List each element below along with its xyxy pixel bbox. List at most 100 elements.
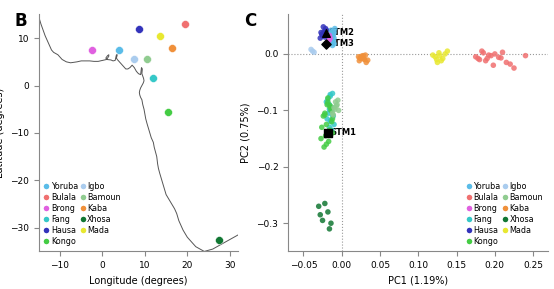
Point (326, 92, 335, 97)
Point (320, 29, 329, 34)
Point (355, 58, 364, 63)
Point (327, 119, 336, 124)
Point (358, 53, 367, 58)
Point (327, 34, 336, 38)
Point (324, 96, 332, 100)
Point (330, 107, 339, 112)
Point (328, 40, 337, 45)
Point (317, 32, 326, 36)
Point (322, 142, 331, 147)
Text: STM2: STM2 (329, 28, 355, 37)
Point (320, 145, 329, 149)
Y-axis label: PC2 (0.75%): PC2 (0.75%) (241, 103, 251, 163)
Point (326, 221, 335, 225)
Point (329, 114, 338, 118)
Point (326, 28, 335, 33)
Point (326, 119, 335, 124)
Point (357, 54, 366, 58)
Point (330, 30, 338, 35)
Point (438, 56, 447, 61)
Point (479, 51, 488, 55)
Y-axis label: Latitude (degrees): Latitude (degrees) (0, 88, 4, 178)
Point (331, 100, 340, 104)
Point (324, 101, 332, 106)
Point (322, 28, 331, 33)
Point (326, 118, 335, 123)
Point (88, 48, 96, 52)
Point (329, 33, 338, 38)
Point (321, 26, 330, 31)
Point (430, 54, 439, 59)
Point (327, 108, 336, 113)
Point (134, 26, 143, 31)
Point (325, 38, 334, 42)
Point (319, 114, 328, 118)
Point (329, 113, 338, 117)
Point (328, 38, 337, 43)
Point (496, 55, 505, 60)
Point (306, 47, 315, 52)
Point (328, 113, 337, 117)
Point (332, 103, 341, 108)
Point (363, 58, 372, 62)
Point (360, 57, 369, 62)
Point (327, 35, 336, 39)
Text: B: B (15, 12, 28, 30)
Point (490, 52, 499, 56)
Point (510, 66, 519, 70)
Point (361, 53, 370, 58)
Point (481, 58, 490, 63)
Point (437, 58, 445, 63)
Point (181, 22, 189, 26)
Point (328, 43, 337, 48)
Point (326, 41, 335, 46)
Point (310, 50, 319, 55)
Text: C: C (244, 12, 256, 30)
Point (322, 102, 331, 107)
Point (360, 57, 368, 61)
Point (320, 111, 329, 116)
Point (432, 57, 441, 62)
Point (325, 125, 334, 129)
Point (316, 136, 325, 141)
Point (475, 57, 484, 62)
Point (322, 30, 331, 35)
Point (326, 108, 335, 113)
Point (327, 30, 336, 35)
Point (356, 56, 365, 61)
Point (428, 53, 437, 58)
Point (324, 111, 333, 116)
Text: STM1: STM1 (330, 128, 356, 138)
Point (478, 49, 486, 53)
Point (354, 54, 363, 59)
Point (324, 210, 332, 214)
Point (494, 55, 503, 60)
Point (330, 122, 338, 127)
Point (332, 102, 341, 107)
Point (320, 201, 329, 206)
Point (142, 57, 151, 62)
Point (325, 102, 334, 107)
Point (316, 212, 325, 217)
Point (506, 62, 515, 66)
Point (434, 51, 443, 55)
Point (326, 105, 335, 110)
Point (314, 204, 323, 209)
Point (483, 56, 491, 61)
Point (443, 49, 452, 53)
X-axis label: Longitude (degrees): Longitude (degrees) (89, 276, 188, 286)
Point (486, 53, 495, 58)
Point (328, 32, 337, 36)
Point (320, 35, 329, 39)
Legend: Yoruba, Bulala, Brong, Fang, Hausa, Kongo, Igbo, Bamoun, Kaba, Xhosa, Mada: Yoruba, Bulala, Brong, Fang, Hausa, Kong… (43, 180, 122, 247)
Point (308, 49, 317, 53)
Point (168, 45, 177, 50)
Point (318, 34, 327, 38)
Point (327, 105, 336, 110)
Point (325, 128, 334, 132)
Point (474, 56, 483, 61)
Legend: Yoruba, Bulala, Brong, Fang, Hausa, Kongo, Igbo, Bamoun, Kaba, Xhosa, Mada: Yoruba, Bulala, Brong, Fang, Hausa, Kong… (465, 180, 545, 247)
Point (326, 36, 335, 40)
Point (316, 30, 325, 35)
Point (498, 50, 507, 55)
